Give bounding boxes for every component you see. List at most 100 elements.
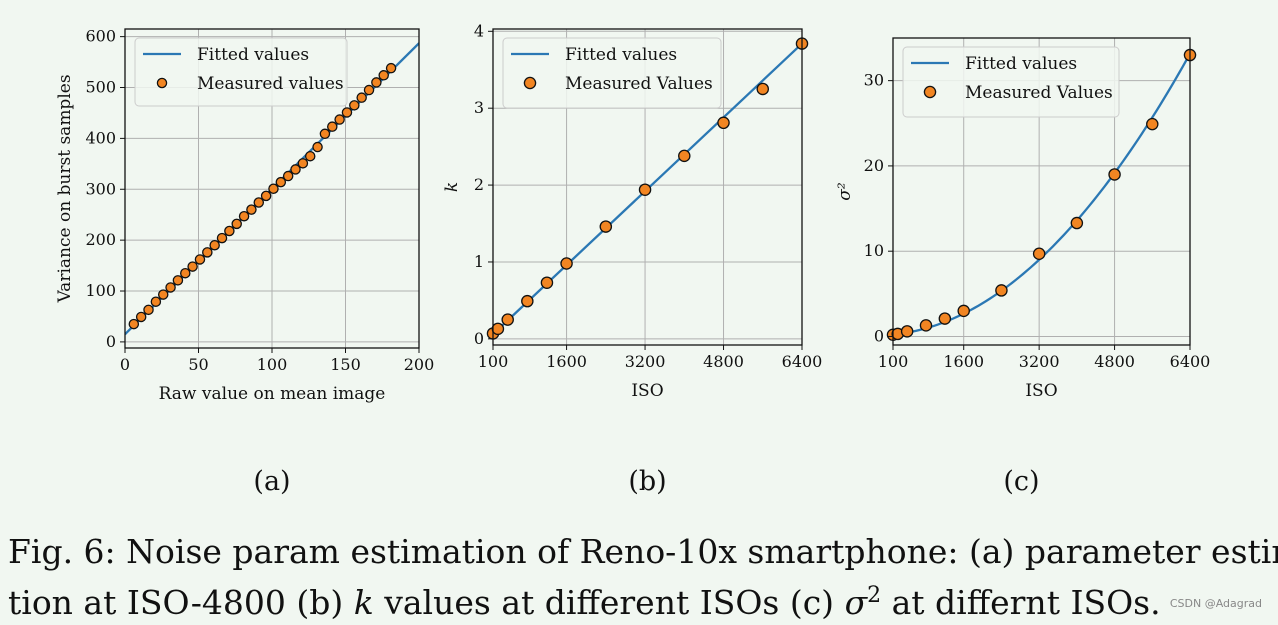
y-tick-label: 1: [474, 252, 484, 271]
measured-point: [194, 254, 206, 265]
measured-point: [540, 276, 554, 289]
measured-point: [224, 225, 235, 237]
y-tick-label: 0: [874, 326, 884, 345]
x-tick-label: 0: [120, 355, 130, 374]
measured-point: [128, 318, 140, 330]
y-axis-label: Variance on burst samples: [55, 74, 75, 303]
legend-box: [902, 46, 1120, 118]
measured-point: [599, 220, 613, 233]
caption-line-1: Fig. 6: Noise param estimation of Reno-1…: [8, 532, 1278, 571]
measured-point: [717, 116, 730, 130]
measured-point: [363, 84, 375, 96]
measured-point: [297, 158, 309, 169]
measured-point: [341, 107, 353, 118]
legend-label-fitted: Fitted values: [197, 45, 309, 65]
measured-point: [165, 282, 176, 293]
caption-sup: 2: [867, 583, 882, 608]
x-tick-label: 100: [257, 355, 288, 374]
x-tick-label: 200: [404, 355, 435, 374]
caption-text-a: tion at ISO-4800 (b): [8, 583, 354, 622]
x-tick-label: 100: [878, 352, 909, 371]
measured-point: [275, 176, 287, 188]
legend-label-fitted: Fitted values: [965, 54, 1077, 74]
legend-box: [502, 37, 722, 109]
measured-point: [385, 62, 397, 74]
measured-point: [327, 121, 338, 132]
measured-point: [756, 82, 770, 96]
x-axis-label: ISO: [631, 381, 663, 401]
x-tick-label: 50: [188, 355, 208, 374]
subfigure-label: (c): [1003, 466, 1039, 497]
y-tick-label: 0: [474, 329, 484, 348]
x-tick-label: 4800: [703, 352, 744, 371]
measured-point: [371, 77, 382, 88]
subfigure-label: (a): [253, 466, 290, 497]
measured-point: [900, 325, 914, 338]
x-tick-label: 6400: [782, 352, 823, 371]
caption-text-c: at differnt ISOs.: [881, 583, 1161, 622]
measured-point: [312, 141, 323, 153]
y-tick-label: 400: [85, 128, 116, 147]
measured-point: [202, 247, 213, 258]
legend-marker-swatch: [156, 77, 168, 89]
x-tick-label: 1600: [943, 352, 984, 371]
legend-label-fitted: Fitted values: [565, 45, 677, 65]
y-tick-label: 10: [864, 241, 884, 260]
y-tick-label: 100: [85, 281, 116, 300]
subfigure-label: (b): [628, 466, 666, 497]
legend-marker-swatch: [923, 85, 937, 99]
watermark: CSDN @Adagrad: [1169, 597, 1262, 610]
caption-line-2: tion at ISO-4800 (b) k values at differe…: [8, 574, 1268, 625]
measured-point: [260, 190, 272, 202]
legend-label-measured: Measured values: [197, 74, 344, 94]
measured-point: [560, 257, 573, 270]
y-tick-label: 3: [474, 98, 484, 117]
measured-point: [187, 261, 198, 272]
x-tick-label: 100: [478, 352, 509, 371]
measured-point: [919, 319, 933, 332]
x-tick-label: 3200: [1019, 352, 1060, 371]
measured-point: [143, 304, 154, 316]
measured-point: [246, 204, 257, 215]
x-tick-label: 6400: [1170, 352, 1211, 371]
y-tick-label: 2: [474, 175, 484, 194]
y-tick-label: 500: [85, 78, 116, 97]
measured-point: [290, 164, 301, 175]
measured-point: [180, 267, 191, 279]
measured-point: [957, 304, 970, 318]
measured-point: [253, 197, 265, 208]
legend-label-measured: Measured Values: [565, 74, 713, 94]
measured-point: [349, 100, 360, 111]
caption-k: k: [353, 583, 374, 622]
panel-b: 100 1600 3200 4800 6400 0 1 2 3 4 ISO k Fitted value…: [442, 21, 822, 497]
measured-point: [1032, 247, 1046, 261]
measured-point: [491, 322, 505, 336]
measured-point: [135, 311, 147, 323]
measured-point: [231, 218, 242, 230]
y-tick-label: 4: [474, 21, 484, 40]
measured-point: [268, 183, 279, 195]
measured-point: [638, 183, 652, 196]
legend-marker-swatch: [523, 76, 537, 90]
axes-frame: [892, 37, 1191, 346]
measured-point: [282, 170, 294, 182]
measured-point: [304, 150, 316, 162]
figure-caption: Fig. 6: Noise param estimation of Reno-1…: [8, 530, 1278, 625]
caption-text-b: values at different ISOs (c): [373, 583, 845, 622]
y-axis-label: k: [442, 182, 462, 192]
measured-point: [209, 239, 220, 251]
measured-point: [150, 296, 162, 307]
x-tick-label: 4800: [1094, 352, 1135, 371]
measured-point: [334, 114, 345, 125]
y-tick-label: 600: [85, 27, 116, 46]
y-tick-label: 0: [106, 332, 116, 351]
measured-point: [172, 275, 184, 286]
measured-point: [1070, 216, 1084, 230]
y-tick-label: 30: [864, 71, 884, 90]
measured-point: [1146, 117, 1159, 131]
measured-point: [678, 149, 691, 163]
measured-point: [319, 128, 331, 140]
measured-point: [1108, 168, 1121, 181]
measured-point: [938, 312, 952, 325]
